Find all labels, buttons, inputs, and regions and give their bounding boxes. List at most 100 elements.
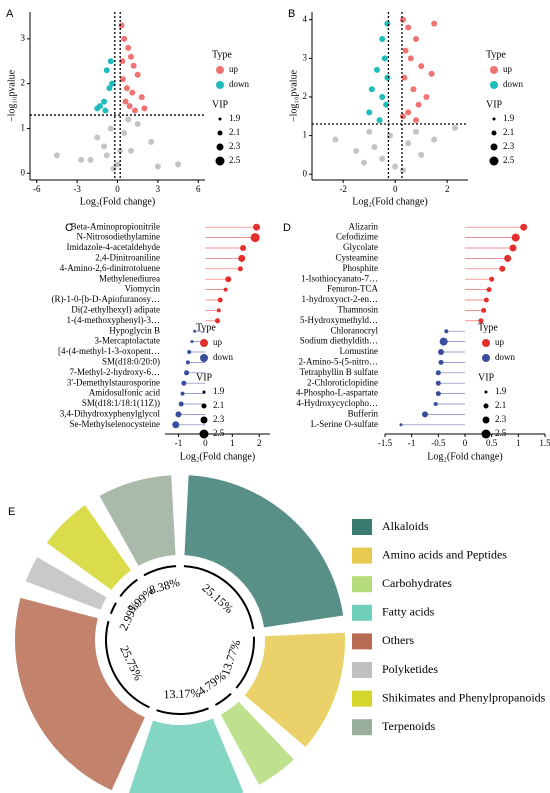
legend-label: up <box>503 64 513 74</box>
point <box>103 152 110 159</box>
size-legend-marker <box>483 403 489 409</box>
legend-label: Amino acids and Peptides <box>382 547 507 561</box>
point <box>413 36 419 43</box>
x-tick-label: -3 <box>73 184 81 194</box>
point <box>107 125 114 132</box>
point <box>154 163 161 170</box>
point <box>368 86 375 93</box>
point <box>384 74 391 81</box>
legend-title: VIP <box>478 372 495 383</box>
y-tick-label: 3 <box>21 33 26 43</box>
size-legend-marker <box>217 130 223 136</box>
dot <box>215 318 220 324</box>
x-tick-label: 1 <box>230 438 235 448</box>
dot <box>422 411 428 418</box>
dot <box>237 266 243 272</box>
point <box>127 147 134 154</box>
legend-label: up <box>213 337 223 347</box>
legend-label: down <box>495 352 515 362</box>
point <box>371 144 378 151</box>
category-label: Alizarin <box>349 221 379 231</box>
group-arc <box>183 565 255 630</box>
dot <box>435 370 441 376</box>
point <box>148 138 155 145</box>
dot <box>181 380 187 386</box>
point <box>418 63 425 70</box>
x-axis-title: Log₂(Fold change) <box>352 196 427 207</box>
dot <box>223 287 228 292</box>
point <box>106 85 113 92</box>
category-label: 1-hydroxyoct-2-en… <box>302 294 378 304</box>
category-label: Tetraphyllin B sulfate <box>300 367 378 377</box>
point <box>366 128 373 135</box>
point <box>121 129 128 136</box>
y-tick-label: 1 <box>303 130 308 140</box>
point <box>379 36 386 43</box>
category-label: Amidosulfonic acid <box>89 388 161 398</box>
category-label: Beta-Aminopropionitrile <box>71 221 160 231</box>
dot <box>193 329 197 333</box>
category-label: Hypoglycin B <box>109 325 160 335</box>
x-axis-title: Log₂(Fold change) <box>427 451 502 462</box>
y-tick-label: 2 <box>21 78 26 88</box>
group-wedge <box>128 718 244 793</box>
point <box>107 58 114 65</box>
dot <box>435 391 441 397</box>
point <box>129 89 136 96</box>
point <box>379 155 386 162</box>
y-tick-label: 3 <box>303 52 308 62</box>
legend-marker <box>200 339 208 347</box>
point <box>418 151 425 158</box>
size-legend-marker <box>200 416 208 424</box>
x-tick-label: -6 <box>33 184 41 194</box>
group-wedge <box>46 505 132 590</box>
dot <box>520 223 528 231</box>
point <box>138 94 145 101</box>
x-tick-label: -1 <box>408 438 416 448</box>
x-tick-label: 3 <box>156 184 161 194</box>
legend-label: Polyketides <box>382 662 438 676</box>
size-legend-marker <box>481 429 491 439</box>
category-label: Viomycin <box>125 284 161 294</box>
y-tick-label: 2 <box>303 91 308 101</box>
size-legend-marker <box>201 403 207 409</box>
x-tick-label: 0 <box>115 184 120 194</box>
dot <box>187 350 192 354</box>
point <box>423 93 430 100</box>
legend-marker <box>216 66 224 74</box>
dot <box>483 297 489 303</box>
dot <box>444 329 449 334</box>
size-legend-marker <box>490 143 498 151</box>
legend-label: 1.9 <box>213 386 225 396</box>
dot <box>240 245 247 251</box>
dot <box>499 265 506 272</box>
size-legend-marker <box>489 156 499 166</box>
legend-marker <box>482 354 490 362</box>
percent-label: 8.38% <box>148 575 182 597</box>
point <box>134 71 141 78</box>
point <box>94 134 101 141</box>
legend-title: VIP <box>212 99 229 110</box>
legend-swatch <box>352 690 372 707</box>
point <box>78 156 85 163</box>
category-label: 3'-Demethylstaurosporine <box>67 377 160 387</box>
point <box>379 93 386 100</box>
point <box>130 62 137 69</box>
point <box>123 85 130 92</box>
dot <box>185 360 190 365</box>
legend-swatch <box>352 604 372 621</box>
point <box>413 117 419 124</box>
category-label: 1-Isothiocyanato-7… <box>301 273 378 283</box>
x-tick-label: 0 <box>393 184 398 194</box>
dot <box>481 307 487 313</box>
point <box>428 70 435 77</box>
category-label: 1-(4-methoxyphenyl)-3… <box>67 315 160 325</box>
legend-label: 2.3 <box>503 141 515 151</box>
legend-swatch <box>352 633 372 650</box>
point <box>110 165 117 172</box>
category-label: SM(d18:0/20:0) <box>102 356 160 366</box>
point <box>94 105 101 112</box>
group-arc <box>119 578 138 597</box>
x-axis-title: Log₂(Fold change) <box>80 196 155 207</box>
x-tick-label: 6 <box>196 184 201 194</box>
